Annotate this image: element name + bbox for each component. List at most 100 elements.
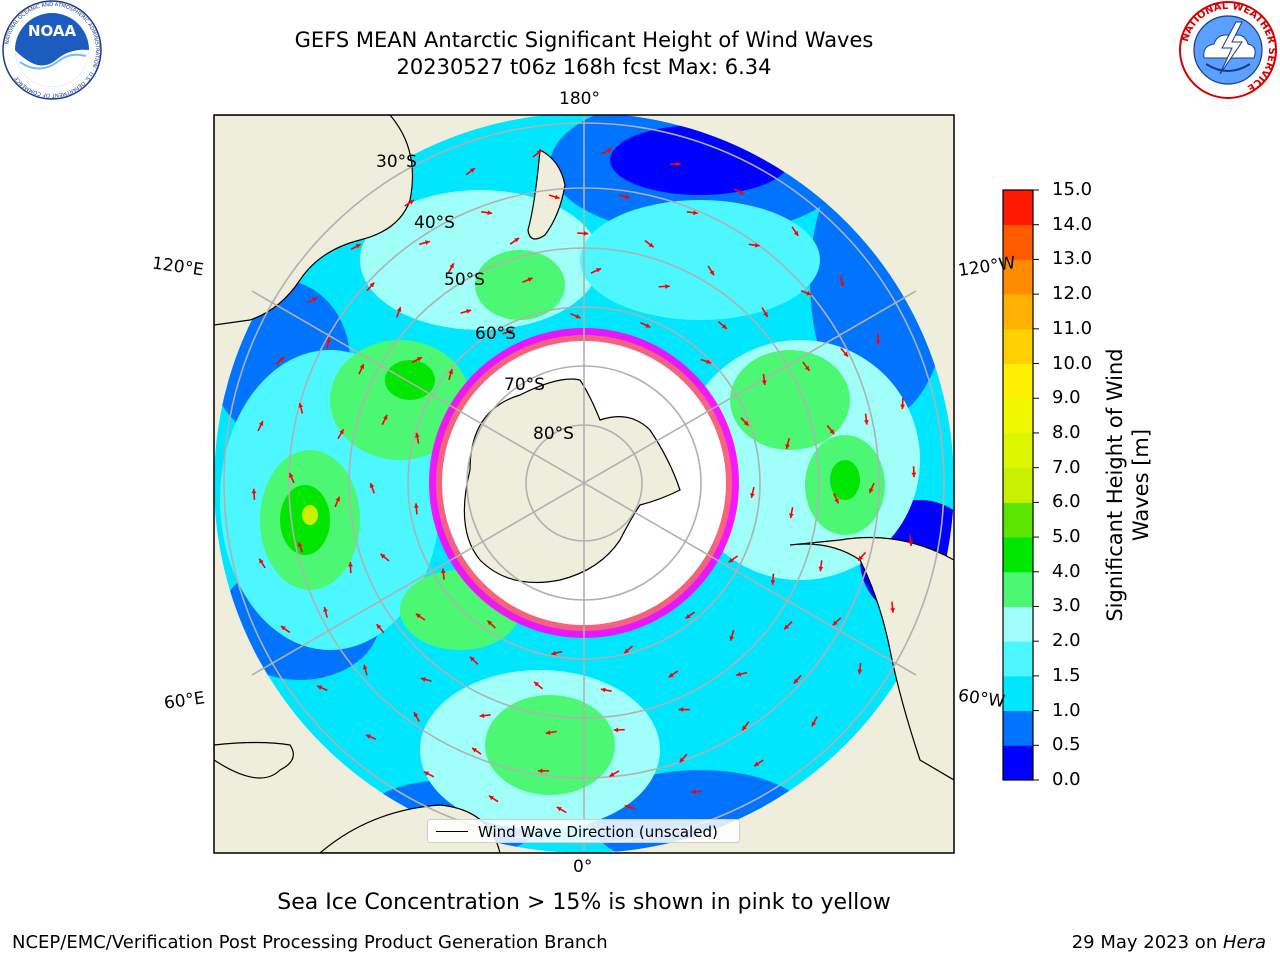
wave-direction-arrowhead: [613, 727, 619, 733]
national-weather-service-logo: NATIONAL WEATHER SERVICE: [1179, 1, 1277, 99]
wave-direction-arrowhead: [678, 707, 684, 712]
noaa-logo: NOAA NATIONAL OCEANIC AND ATMOSPHERIC AD…: [2, 0, 102, 100]
lat-label-40s: 40°S: [414, 213, 455, 233]
wave-direction-arrowhead: [843, 351, 848, 357]
wave-direction-arrowhead: [832, 620, 838, 626]
wave-direction-arrowhead: [742, 725, 747, 731]
colorbar-tick-label: 0.5: [1052, 734, 1081, 756]
wave-direction-arrowhead: [413, 711, 419, 717]
wave-direction-arrowhead: [479, 713, 485, 719]
wave-direction-arrowhead: [487, 210, 493, 216]
wave-direction-arrowhead: [369, 282, 375, 288]
wave-direction-arrowhead: [251, 488, 257, 494]
footer-date: 29 May 2023 on Hera: [1072, 932, 1266, 953]
colorbar-segment: [1003, 224, 1033, 260]
colorbar-segment: [1003, 328, 1033, 365]
colorbar-segment: [1003, 363, 1033, 399]
colorbar-tick-label: 1.0: [1052, 699, 1081, 721]
wave-direction-arrowhead: [469, 168, 475, 173]
wave-direction-arrowhead: [369, 483, 375, 488]
wave-direction-arrowhead: [488, 795, 494, 801]
wave-direction-arrowhead: [575, 314, 581, 319]
wave-direction-arrowhead: [469, 656, 475, 662]
colorbar-label: Significant Height of Wind Waves [m]: [1103, 348, 1153, 622]
lat-label-50s: 50°S: [444, 270, 485, 290]
wave-direction-arrowhead: [706, 359, 712, 364]
wave-direction-arrowhead: [487, 620, 493, 626]
wave-direction-arrowhead: [793, 230, 799, 236]
colorbar-tick-label: 15.0: [1052, 179, 1093, 200]
footer-date-text: 29 May 2023 on: [1071, 932, 1223, 953]
wave-direction-arrowhead: [424, 771, 430, 776]
wave-direction-arrowhead: [693, 210, 698, 216]
wave-direction-arrowhead: [685, 613, 691, 619]
colorbar-segment: [1003, 710, 1033, 746]
wave-direction-arrowhead: [609, 772, 615, 777]
wave-direction-arrowhead: [339, 429, 344, 435]
wave-direction-arrowhead: [784, 624, 789, 630]
wave-direction-arrowhead: [534, 681, 540, 687]
legend-label: Wind Wave Direction (unscaled): [478, 823, 718, 841]
wave-direction-arrowhead: [359, 364, 364, 370]
wave-direction-arrowhead: [624, 194, 630, 200]
madagascar-landmass: [214, 741, 294, 779]
wave-direction-arrowhead: [259, 558, 264, 564]
wave-direction-arrowhead: [472, 747, 478, 753]
wave-direction-arrowhead: [858, 555, 863, 561]
wave-direction-arrowhead: [829, 429, 835, 435]
wave-direction-arrowhead: [785, 444, 790, 449]
colorbar-tick-label: 0.0: [1052, 769, 1081, 790]
colorbar-tick-label: 14.0: [1052, 213, 1093, 235]
wave-direction-arrowhead: [466, 309, 472, 314]
wave-direction-arrowhead: [514, 237, 520, 243]
wave-direction-arrowhead: [736, 671, 742, 677]
wave-direction-arrowhead: [323, 607, 328, 612]
wave-direction-arrowhead: [556, 806, 562, 812]
wave-direction-arrowhead: [413, 503, 419, 508]
wave-direction-arrowhead: [289, 472, 294, 478]
wave-direction-arrowhead: [355, 244, 361, 249]
wave-direction-arrowhead: [709, 270, 714, 276]
wave-direction-arrowhead: [890, 607, 895, 613]
colorbar-segment: [1003, 190, 1033, 226]
title-line-1: GEFS MEAN Antarctic Significant Height o…: [294, 28, 874, 52]
wave-direction-arrowhead: [554, 194, 560, 200]
wave-direction-arrowhead: [789, 513, 794, 519]
new-zealand-landmass: [527, 149, 566, 240]
wave-direction-arrowhead: [383, 414, 388, 420]
wave-direction-arrowhead: [728, 557, 734, 563]
colorbar-segment: [1003, 432, 1033, 469]
lat-label-70s: 70°S: [504, 375, 545, 395]
wave-direction-arrowhead: [750, 493, 755, 498]
sea-ice-note: Sea Ice Concentration > 15% is shown in …: [277, 890, 891, 915]
wave-direction-arrowhead: [839, 281, 845, 287]
wave-direction-arrowhead: [297, 542, 303, 548]
wave-direction-arrowhead: [624, 648, 630, 654]
wave-direction-arrowhead: [508, 329, 514, 335]
wave-direction-arrowhead: [648, 242, 654, 248]
colorbar-tick-label: 12.0: [1052, 283, 1093, 305]
noaa-logo-text: NOAA: [28, 22, 77, 40]
antarctica-landmass: [463, 378, 681, 584]
wave-direction-arrowhead: [739, 189, 745, 195]
wave-direction-arrowhead: [335, 496, 340, 502]
colorbar-tick-label: 1.5: [1052, 664, 1081, 686]
wave-direction-arrowhead: [806, 290, 812, 296]
colorbar: [1002, 189, 1039, 781]
wave-direction-arrowhead: [583, 231, 589, 236]
wave-direction-arrowhead: [818, 566, 824, 572]
colorbar-tick-label: 2.0: [1052, 630, 1081, 652]
wave-direction-arrowhead: [408, 200, 414, 205]
wave-direction-arrowhead: [416, 357, 422, 362]
wave-direction-arrowhead: [380, 553, 386, 559]
colorbar-segment: [1003, 606, 1033, 642]
wave-direction-arrowhead: [600, 687, 606, 693]
lat-label-80s: 80°S: [533, 424, 574, 444]
wave-direction-arrowhead: [317, 685, 323, 690]
wave-direction-arrowhead: [834, 498, 839, 504]
wave-direction-arrowhead: [804, 365, 810, 371]
wave-direction-arrowhead: [908, 541, 914, 546]
wave-direction-arrowhead: [811, 721, 817, 727]
wave-direction-arrowhead: [545, 730, 551, 735]
